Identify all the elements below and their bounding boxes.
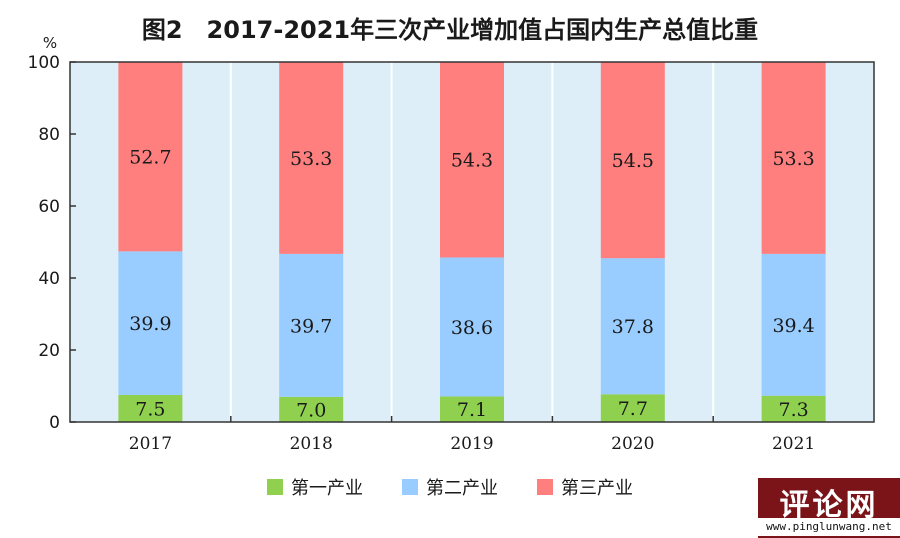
bar-segment-2019-2 <box>440 257 504 397</box>
data-label: 37.8 <box>612 316 654 338</box>
data-label: 7.5 <box>135 399 165 421</box>
y-tick-label: 20 <box>38 341 60 361</box>
data-label: 52.7 <box>129 147 171 169</box>
bar-segment-2019-1 <box>440 396 504 422</box>
bar-segment-2018-1 <box>279 396 344 422</box>
x-tick-label: 2020 <box>611 434 654 454</box>
watermark-url: www.pinglunwang.net <box>758 518 900 536</box>
legend-label: 第三产业 <box>561 478 633 499</box>
x-tick-label: 2018 <box>290 434 333 454</box>
data-label: 7.0 <box>296 399 326 421</box>
data-label: 39.4 <box>772 315 814 337</box>
bar-segment-2017-2 <box>118 251 183 395</box>
x-tick-label: 2019 <box>450 434 493 454</box>
plot-frame <box>69 61 875 423</box>
data-label: 38.6 <box>451 317 493 339</box>
data-label: 39.7 <box>290 315 332 337</box>
bar-segment-2018-3 <box>279 62 344 254</box>
data-label: 54.5 <box>612 150 654 172</box>
bar-segment-2020-1 <box>600 394 665 422</box>
plot-area: 7.5 39.9 52.7 2017 7.0 39.7 53.3 2018 7.1 38.6 54.… <box>28 34 875 499</box>
legend-label: 第二产业 <box>426 478 498 499</box>
data-label: 54.3 <box>451 150 493 172</box>
y-tick-label: 80 <box>38 125 60 145</box>
bar-segment-2019-3 <box>440 62 504 258</box>
y-tick-label: 100 <box>28 53 60 73</box>
y-axis-unit: % <box>43 34 57 52</box>
data-label: 7.1 <box>457 399 487 421</box>
y-tick-label: 40 <box>38 269 60 289</box>
data-label: 7.7 <box>618 398 648 420</box>
data-label: 39.9 <box>129 313 171 335</box>
x-tick-label: 2017 <box>129 434 172 454</box>
legend-label: 第一产业 <box>291 478 363 499</box>
bar-segment-2017-3 <box>118 61 183 252</box>
data-label: 53.3 <box>772 148 814 170</box>
watermark-logo-text: 评论网 <box>779 488 879 523</box>
bar-segment-2018-2 <box>279 253 344 397</box>
bar-segment-2021-1 <box>761 395 826 422</box>
bar-segment-2020-3 <box>600 62 665 259</box>
bar-segment-2021-2 <box>761 253 826 396</box>
data-label: 7.3 <box>778 399 808 421</box>
chart-title: 图2 2017-2021年三次产业增加值占国内生产总值比重 <box>141 16 759 44</box>
legend-swatch <box>267 479 283 495</box>
y-tick-label: 0 <box>49 413 60 433</box>
data-label: 53.3 <box>290 148 332 170</box>
legend-swatch <box>537 479 553 495</box>
bar-segment-2021-3 <box>761 62 826 254</box>
legend-swatch <box>402 479 418 495</box>
bar-segment-2020-2 <box>600 258 665 395</box>
bar-segment-2017-1 <box>118 395 183 422</box>
x-tick-label: 2021 <box>772 434 815 454</box>
y-tick-label: 60 <box>38 197 60 217</box>
watermark-logo: 评论网 www.pinglunwang.net <box>758 478 900 538</box>
